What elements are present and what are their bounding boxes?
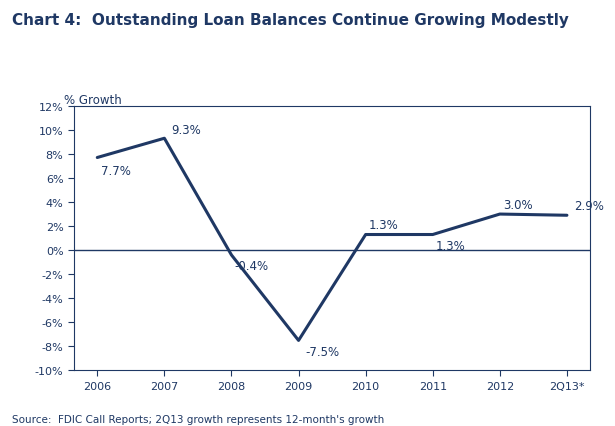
Text: 1.3%: 1.3% [436,239,466,252]
Text: Source:  FDIC Call Reports; 2Q13 growth represents 12-month's growth: Source: FDIC Call Reports; 2Q13 growth r… [12,414,384,424]
Text: 3.0%: 3.0% [503,199,533,211]
Text: -0.4%: -0.4% [235,260,269,273]
Text: 7.7%: 7.7% [101,165,130,178]
Text: 9.3%: 9.3% [171,124,201,137]
Text: 1.3%: 1.3% [369,219,399,232]
Text: Chart 4:  Outstanding Loan Balances Continue Growing Modestly: Chart 4: Outstanding Loan Balances Conti… [12,13,569,28]
Text: -7.5%: -7.5% [305,345,339,358]
Text: % Growth: % Growth [64,94,122,106]
Text: 2.9%: 2.9% [574,200,603,213]
